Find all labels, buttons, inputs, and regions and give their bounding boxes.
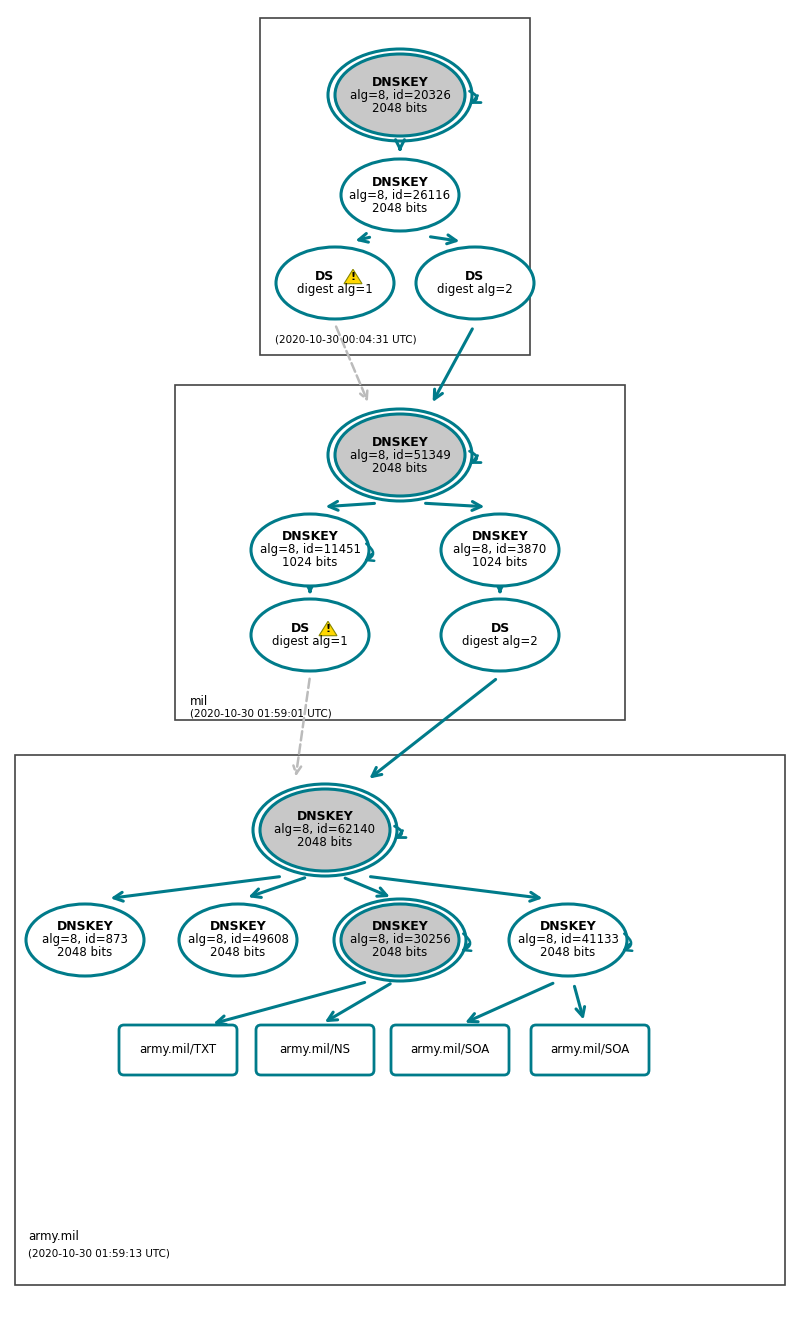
- FancyBboxPatch shape: [530, 1026, 648, 1074]
- Text: DNSKEY: DNSKEY: [371, 176, 427, 189]
- Text: 1024 bits: 1024 bits: [282, 557, 338, 569]
- Text: digest alg=1: digest alg=1: [272, 635, 347, 648]
- Ellipse shape: [260, 789, 390, 871]
- Text: digest alg=2: digest alg=2: [436, 282, 512, 296]
- Text: DNSKEY: DNSKEY: [282, 531, 338, 544]
- Ellipse shape: [440, 513, 558, 586]
- Text: (2020-10-30 01:59:13 UTC): (2020-10-30 01:59:13 UTC): [28, 1247, 170, 1258]
- Text: 2048 bits: 2048 bits: [372, 946, 427, 960]
- Text: DNSKEY: DNSKEY: [471, 531, 528, 544]
- Text: alg=8, id=3870: alg=8, id=3870: [453, 544, 546, 557]
- Ellipse shape: [415, 247, 533, 319]
- Text: 1024 bits: 1024 bits: [472, 557, 527, 569]
- Ellipse shape: [341, 158, 459, 231]
- Text: 2048 bits: 2048 bits: [372, 102, 427, 115]
- Ellipse shape: [251, 599, 369, 671]
- Ellipse shape: [440, 599, 558, 671]
- Text: DS: DS: [315, 271, 334, 282]
- Text: DS: DS: [290, 622, 310, 635]
- Ellipse shape: [508, 904, 626, 975]
- Ellipse shape: [276, 247, 394, 319]
- FancyBboxPatch shape: [260, 18, 529, 355]
- Text: army.mil/TXT: army.mil/TXT: [140, 1044, 217, 1056]
- FancyBboxPatch shape: [119, 1026, 237, 1074]
- Text: 2048 bits: 2048 bits: [297, 837, 352, 850]
- Text: DS: DS: [465, 271, 484, 282]
- Text: digest alg=1: digest alg=1: [297, 282, 372, 296]
- Text: DNSKEY: DNSKEY: [57, 920, 113, 933]
- Text: (2020-10-30 00:04:31 UTC): (2020-10-30 00:04:31 UTC): [274, 335, 416, 345]
- Text: alg=8, id=26116: alg=8, id=26116: [349, 189, 450, 202]
- Text: DS: DS: [490, 622, 509, 635]
- Text: mil: mil: [190, 696, 208, 708]
- Text: !: !: [325, 624, 330, 635]
- Text: army.mil: army.mil: [28, 1230, 79, 1243]
- Text: !: !: [350, 272, 355, 282]
- Text: army.mil/SOA: army.mil/SOA: [549, 1044, 629, 1056]
- Text: (2020-10-30 01:59:01 UTC): (2020-10-30 01:59:01 UTC): [190, 708, 331, 718]
- Ellipse shape: [341, 904, 459, 975]
- Polygon shape: [318, 622, 337, 636]
- Text: alg=8, id=20326: alg=8, id=20326: [349, 88, 450, 102]
- Text: DNSKEY: DNSKEY: [209, 920, 266, 933]
- Text: alg=8, id=49608: alg=8, id=49608: [188, 933, 288, 946]
- Ellipse shape: [334, 54, 464, 136]
- Text: 2048 bits: 2048 bits: [57, 946, 112, 960]
- Text: 2048 bits: 2048 bits: [372, 462, 427, 474]
- FancyBboxPatch shape: [391, 1026, 508, 1074]
- Text: alg=8, id=62140: alg=8, id=62140: [274, 824, 375, 837]
- Text: DNSKEY: DNSKEY: [371, 920, 427, 933]
- Text: alg=8, id=30256: alg=8, id=30256: [349, 933, 450, 946]
- Polygon shape: [343, 269, 362, 284]
- Text: DNSKEY: DNSKEY: [539, 920, 596, 933]
- Ellipse shape: [334, 414, 464, 496]
- Text: alg=8, id=41133: alg=8, id=41133: [517, 933, 618, 946]
- Text: 2048 bits: 2048 bits: [210, 946, 265, 960]
- Ellipse shape: [26, 904, 144, 975]
- Ellipse shape: [251, 513, 369, 586]
- Text: army.mil/NS: army.mil/NS: [279, 1044, 350, 1056]
- FancyBboxPatch shape: [15, 755, 784, 1284]
- Text: alg=8, id=51349: alg=8, id=51349: [349, 449, 450, 462]
- FancyBboxPatch shape: [175, 385, 624, 719]
- Text: alg=8, id=873: alg=8, id=873: [42, 933, 128, 946]
- Text: DNSKEY: DNSKEY: [371, 436, 427, 449]
- Text: digest alg=2: digest alg=2: [461, 635, 537, 648]
- Text: 2048 bits: 2048 bits: [372, 202, 427, 214]
- Text: DNSKEY: DNSKEY: [371, 75, 427, 88]
- Ellipse shape: [179, 904, 297, 975]
- Text: DNSKEY: DNSKEY: [296, 810, 353, 824]
- Text: alg=8, id=11451: alg=8, id=11451: [259, 544, 360, 557]
- Text: army.mil/SOA: army.mil/SOA: [410, 1044, 489, 1056]
- FancyBboxPatch shape: [256, 1026, 374, 1074]
- Text: 2048 bits: 2048 bits: [540, 946, 595, 960]
